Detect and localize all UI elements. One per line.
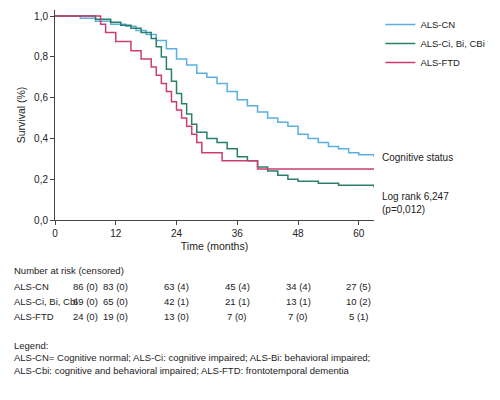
svg-text:Time (months): Time (months) — [181, 240, 248, 252]
svg-text:0,4: 0,4 — [34, 133, 48, 144]
svg-text:21 (1): 21 (1) — [225, 296, 250, 307]
svg-text:ALS-Ci, Bi, Cbi: ALS-Ci, Bi, Cbi — [14, 296, 77, 307]
svg-text:1,0: 1,0 — [34, 11, 48, 22]
svg-text:ALS-FTD: ALS-FTD — [14, 311, 54, 322]
svg-text:24: 24 — [171, 228, 183, 239]
svg-text:45 (4): 45 (4) — [225, 281, 250, 292]
svg-text:36: 36 — [232, 228, 244, 239]
svg-text:12: 12 — [110, 228, 122, 239]
svg-text:ALS-CN: ALS-CN — [14, 281, 49, 292]
svg-text:ALS-FTD: ALS-FTD — [420, 57, 460, 68]
svg-text:24 (0): 24 (0) — [73, 311, 98, 322]
svg-text:0: 0 — [52, 228, 58, 239]
svg-text:86 (0): 86 (0) — [73, 281, 98, 292]
svg-text:Survival (%): Survival (%) — [15, 87, 27, 144]
svg-text:Legend:ALS-CN= Cognitive norma: Legend:ALS-CN= Cognitive normal; ALS-Ci:… — [14, 340, 370, 376]
svg-text:27 (5): 27 (5) — [346, 281, 371, 292]
svg-text:13 (1): 13 (1) — [286, 296, 311, 307]
svg-text:69 (0): 69 (0) — [73, 296, 98, 307]
svg-text:10 (2): 10 (2) — [346, 296, 371, 307]
svg-text:7 (0): 7 (0) — [288, 311, 308, 322]
svg-text:0,2: 0,2 — [34, 174, 48, 185]
svg-text:Log rank 6,247(p=0,012): Log rank 6,247(p=0,012) — [382, 191, 449, 215]
svg-text:42 (1): 42 (1) — [164, 296, 189, 307]
svg-text:83 (0): 83 (0) — [103, 281, 128, 292]
svg-text:5 (1): 5 (1) — [349, 311, 369, 322]
svg-text:0,8: 0,8 — [34, 51, 48, 62]
svg-text:65 (0): 65 (0) — [103, 296, 128, 307]
svg-text:63 (4): 63 (4) — [164, 281, 189, 292]
svg-text:60: 60 — [353, 228, 365, 239]
svg-text:ALS-Ci, Bi, CBi: ALS-Ci, Bi, CBi — [420, 38, 484, 49]
svg-text:Cognitive status: Cognitive status — [382, 152, 453, 163]
svg-text:Number at risk (censored): Number at risk (censored) — [14, 265, 124, 276]
svg-text:ALS-CN: ALS-CN — [420, 19, 455, 30]
svg-text:0,0: 0,0 — [34, 215, 48, 226]
svg-text:0,6: 0,6 — [34, 92, 48, 103]
svg-text:34 (4): 34 (4) — [286, 281, 311, 292]
svg-text:7 (0): 7 (0) — [227, 311, 247, 322]
svg-text:13 (0): 13 (0) — [164, 311, 189, 322]
svg-text:48: 48 — [292, 228, 304, 239]
svg-text:19 (0): 19 (0) — [103, 311, 128, 322]
